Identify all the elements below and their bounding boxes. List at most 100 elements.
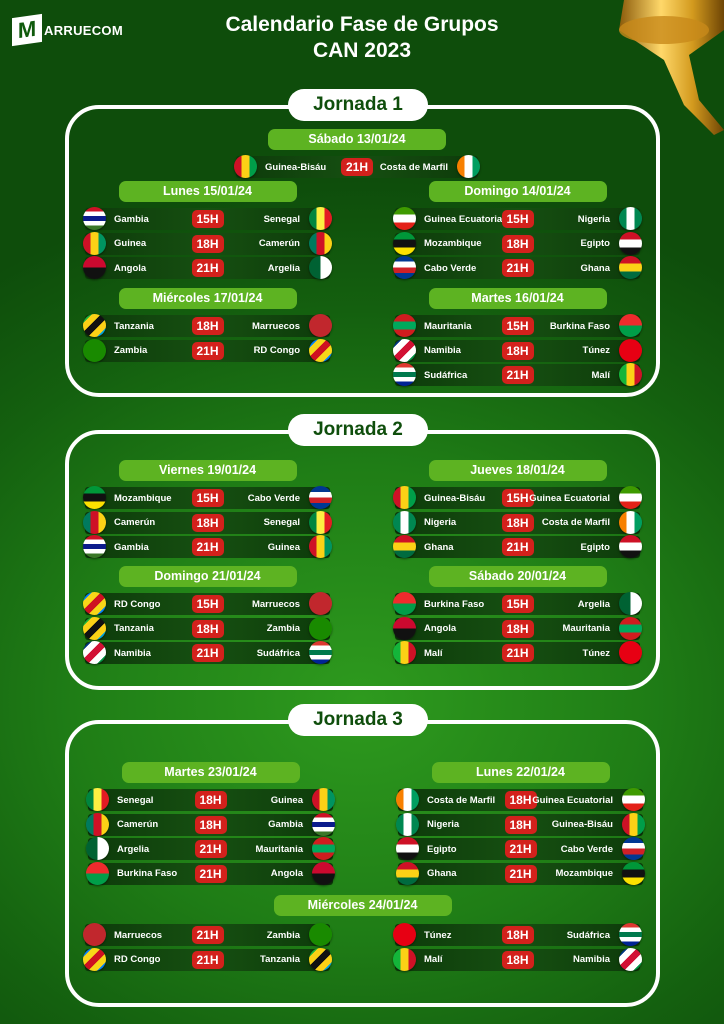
match-row[interactable]: Egipto 21H Cabo Verde [396, 837, 645, 860]
match-row[interactable]: Mozambique 18H Egipto [393, 231, 642, 255]
match-row[interactable]: Túnez 18H Sudáfrica [393, 923, 642, 946]
match-row[interactable]: Camerún 18H Senegal [83, 510, 332, 534]
home-team: Zambia [114, 345, 148, 356]
day-header: Lunes 15/01/24 [118, 181, 297, 202]
away-team: Cabo Verde [560, 843, 613, 855]
flag-icon [393, 592, 416, 615]
match-row[interactable]: Argelia 21H Mauritania [86, 837, 335, 860]
match-row[interactable]: Camerún 18H Gambia [86, 812, 335, 836]
home-team: Angola [114, 262, 147, 274]
kickoff-time-badge: 18H [501, 926, 534, 944]
away-team: Marruecos [251, 598, 300, 610]
match-row[interactable]: Guinea Ecuatorial 15H Nigeria [393, 207, 642, 230]
jornada-2-label: Jornada 2 [288, 414, 428, 446]
day-header: Sábado 13/01/24 [268, 129, 446, 150]
home-team: Argelia [117, 843, 150, 855]
match-day-group: Jueves 18/01/24 Guinea-Bisáu 15H Guinea Ecu… [393, 460, 642, 561]
match-row[interactable]: Senegal 18H Guinea [86, 788, 335, 811]
match-row[interactable]: Zambia 21H RD Congo [83, 338, 332, 362]
match-row[interactable]: Guinea-Bisáu 15H Guinea Ecuatorial [393, 486, 642, 509]
away-team: Guinea-Bisáu [551, 819, 613, 830]
flag-icon [309, 510, 332, 534]
away-team: Namibia [573, 954, 610, 965]
match-row[interactable]: Nigeria 18H Guinea-Bisáu [396, 812, 645, 836]
match-day-group: Viernes 19/01/24 Mozambique 15H Cabo Verde C… [83, 460, 332, 561]
match-column-left: Marruecos 21H Zambia RD Congo 21H Tanzania [83, 923, 332, 973]
match-row[interactable]: Burkina Faso 21H Angola [86, 861, 335, 885]
flag-icon [393, 231, 416, 255]
flag-icon [393, 641, 416, 664]
kickoff-time-badge: 21H [191, 644, 224, 662]
flag-icon [312, 837, 335, 860]
kickoff-time-badge: 21H [191, 538, 224, 556]
kickoff-time-badge: 18H [191, 317, 224, 335]
marruecom-logo: M ARRUECOM [12, 13, 123, 47]
away-team: Túnez [582, 647, 610, 659]
flag-icon [309, 486, 332, 509]
flag-icon [396, 788, 419, 811]
home-team: Costa de Marfil [427, 794, 496, 806]
flag-icon [83, 207, 106, 230]
match-row[interactable]: Angola 18H Mauritania [393, 616, 642, 640]
match-day-group: Miércoles 24/01/24 Marruecos 21H Zambia RD C… [83, 895, 642, 973]
match-day-group: Martes 16/01/24 Mauritania 15H Burkina Faso… [393, 288, 642, 389]
match-row[interactable]: Nigeria 18H Costa de Marfil [393, 510, 642, 534]
away-team: Mauritania [562, 623, 610, 634]
home-team: Nigeria [427, 819, 460, 830]
match-row[interactable]: Malí 21H Túnez [393, 641, 642, 664]
flag-icon [393, 338, 416, 362]
match-day-group: Sábado 20/01/24 Burkina Faso 15H Argelia Ang… [393, 566, 642, 667]
match-row[interactable]: Gambia 15H Senegal [83, 207, 332, 230]
match-row[interactable]: Marruecos 21H Zambia [83, 923, 332, 946]
away-team: Malí [591, 369, 610, 381]
match-row[interactable]: Gambia 21H Guinea [83, 535, 332, 558]
flag-icon [622, 861, 645, 885]
match-row[interactable]: Tanzania 18H Marruecos [83, 314, 332, 337]
kickoff-time-badge: 21H [191, 259, 224, 277]
match-row[interactable]: Malí 18H Namibia [393, 947, 642, 971]
home-team: Tanzania [114, 320, 154, 332]
match-row[interactable]: Ghana 21H Egipto [393, 535, 642, 558]
home-team: Guinea-Bisáu [424, 492, 486, 504]
match-row[interactable]: Tanzania 18H Zambia [83, 616, 332, 640]
kickoff-time-badge: 21H [191, 926, 224, 944]
match-row[interactable]: Sudáfrica 21H Malí [393, 363, 642, 386]
flag-icon [619, 231, 642, 255]
jornada-3-label: Jornada 3 [288, 704, 428, 736]
flag-icon [309, 616, 332, 640]
match-row[interactable]: Guinea 18H Camerún [83, 231, 332, 255]
flag-icon [86, 812, 109, 836]
match-row[interactable]: Mauritania 15H Burkina Faso [393, 314, 642, 337]
flag-icon [393, 486, 416, 509]
kickoff-time-badge: 18H [504, 815, 537, 834]
kickoff-time-badge: 21H [341, 158, 373, 176]
away-team: Gambia [268, 819, 303, 830]
away-team: Angola [270, 868, 303, 879]
day-header: Domingo 14/01/24 [428, 181, 607, 202]
match-row[interactable]: RD Congo 15H Marruecos [83, 592, 332, 615]
match-row[interactable]: Angola 21H Argelia [83, 256, 332, 279]
match-row[interactable]: RD Congo 21H Tanzania [83, 947, 332, 971]
match-row[interactable]: Namibia 18H Túnez [393, 338, 642, 362]
kickoff-time-badge: 15H [191, 210, 224, 228]
kickoff-time-badge: 18H [191, 234, 224, 253]
away-team: Argelia [267, 262, 300, 274]
match-row[interactable]: Cabo Verde 21H Ghana [393, 256, 642, 279]
kickoff-time-badge: 15H [191, 595, 224, 613]
home-team: Tanzania [114, 623, 154, 634]
day-header: Martes 23/01/24 [121, 762, 300, 783]
match-row[interactable]: Burkina Faso 15H Argelia [393, 592, 642, 615]
away-team: Nigeria [577, 213, 610, 225]
match-row[interactable]: Guinea-Bisáu 21H Costa de Marfil [234, 155, 480, 178]
match-row[interactable]: Namibia 21H Sudáfrica [83, 641, 332, 664]
match-row[interactable]: Costa de Marfil 18H Guinea Ecuatorial [396, 788, 645, 811]
kickoff-time-badge: 21H [501, 538, 534, 556]
kickoff-time-badge: 18H [501, 341, 534, 360]
match-row[interactable]: Mozambique 15H Cabo Verde [83, 486, 332, 509]
flag-icon [83, 923, 106, 946]
flag-icon [309, 256, 332, 279]
flag-icon [312, 788, 335, 811]
kickoff-time-badge: 18H [194, 791, 227, 809]
match-row[interactable]: Ghana 21H Mozambique [396, 861, 645, 885]
trophy-icon [619, 0, 724, 135]
